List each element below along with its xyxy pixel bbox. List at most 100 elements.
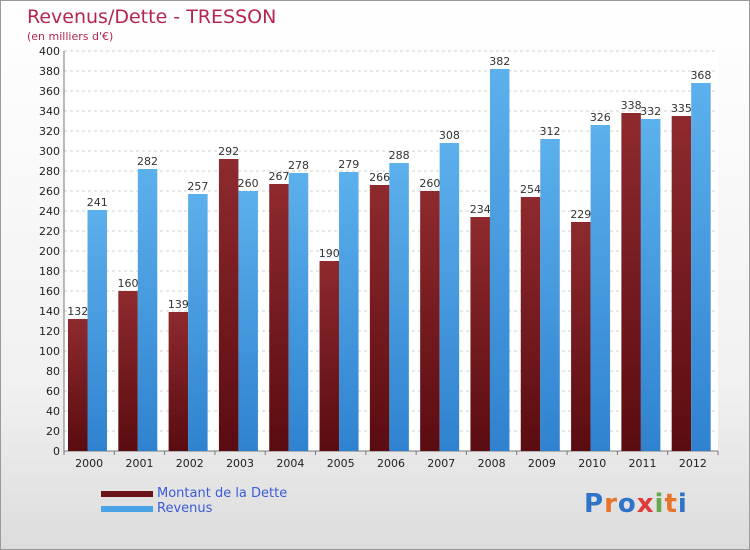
bar-dette: [369, 185, 390, 451]
x-axis-ticks: 2000 2001 2002 2003 2004 2005 2006 2007 2008 2009…: [63, 451, 719, 470]
x-tick-label: 2005: [327, 457, 355, 470]
bar-dette: [68, 319, 88, 451]
y-tick-label: 300: [39, 145, 60, 158]
bar-revenus: [439, 143, 460, 451]
value-label: 160: [118, 277, 139, 290]
value-label: 257: [187, 180, 208, 193]
bar-revenus: [640, 119, 661, 451]
x-tick-label: 2004: [276, 457, 304, 470]
bar-dette: [470, 217, 490, 451]
legend-item-debt: Montant de la Dette: [101, 486, 287, 501]
bar-dette: [269, 184, 289, 451]
value-label: 288: [389, 149, 410, 162]
value-label: 338: [621, 99, 642, 112]
bar-dette: [621, 113, 641, 451]
y-tick-label: 40: [46, 405, 60, 418]
y-tick-label: 240: [39, 205, 60, 218]
bar-dette: [520, 197, 541, 451]
y-tick-label: 100: [39, 345, 60, 358]
bar-revenus: [489, 69, 510, 451]
value-label: 139: [168, 298, 189, 311]
value-label: 279: [338, 158, 359, 171]
value-label: 254: [520, 183, 541, 196]
y-tick-label: 0: [53, 445, 60, 458]
logo-letter: t: [664, 489, 678, 519]
y-tick-label: 340: [39, 105, 60, 118]
bar-dette: [319, 261, 340, 451]
value-label: 241: [87, 196, 108, 209]
y-tick-label: 180: [39, 265, 60, 278]
logo-letter: i: [654, 489, 665, 519]
x-tick-label: 2008: [478, 457, 506, 470]
value-label: 132: [67, 305, 88, 318]
y-tick-label: 280: [39, 165, 60, 178]
bar-dette: [218, 159, 239, 451]
legend-swatch-revenus: [101, 505, 153, 512]
bar-revenus: [389, 163, 409, 451]
value-label: 266: [369, 171, 390, 184]
y-tick-label: 20: [46, 425, 60, 438]
proxiti-logo: Proxiti: [584, 489, 688, 519]
value-label: 332: [640, 105, 661, 118]
value-label: 260: [238, 177, 259, 190]
value-label: 190: [319, 247, 340, 260]
value-label: 282: [137, 155, 158, 168]
legend-item-revenus: Revenus: [101, 501, 287, 516]
value-label: 335: [671, 102, 692, 115]
y-axis-ticks: 0 20 40 60 80 100 120 140 160 180 200 220 240 260 280 3…: [39, 45, 60, 458]
logo-letter: o: [617, 489, 637, 519]
legend: Montant de la Dette Revenus: [101, 486, 287, 516]
value-label: 292: [218, 145, 239, 158]
logo-letter: r: [604, 489, 618, 519]
bar-dette: [168, 312, 189, 451]
x-tick-label: 2000: [75, 457, 103, 470]
bar-revenus: [188, 194, 208, 451]
bars: [68, 69, 711, 451]
value-label: 326: [590, 111, 611, 124]
y-tick-label: 260: [39, 185, 60, 198]
chart-subtitle: (en milliers d'€): [27, 30, 114, 43]
x-tick-label: 2010: [578, 457, 606, 470]
bar-revenus: [339, 172, 359, 451]
x-tick-label: 2007: [427, 457, 455, 470]
y-tick-label: 380: [39, 65, 60, 78]
bar-revenus: [87, 210, 107, 451]
y-tick-label: 80: [46, 365, 60, 378]
y-tick-label: 220: [39, 225, 60, 238]
bar-revenus: [691, 83, 711, 451]
x-tick-label: 2011: [629, 457, 657, 470]
x-tick-label: 2009: [528, 457, 556, 470]
legend-swatch-debt: [101, 490, 153, 497]
bar-dette: [571, 222, 591, 451]
value-label: 267: [268, 170, 289, 183]
value-label: 260: [419, 177, 440, 190]
bar-revenus: [238, 191, 258, 451]
x-tick-label: 2002: [176, 457, 204, 470]
bar-dette: [420, 191, 440, 451]
value-label: 278: [288, 159, 309, 172]
x-tick-label: 2012: [679, 457, 707, 470]
y-tick-label: 120: [39, 325, 60, 338]
value-label: 308: [439, 129, 460, 142]
legend-label-revenus: Revenus: [157, 501, 213, 516]
bar-dette: [118, 291, 138, 451]
value-label: 234: [470, 203, 491, 216]
y-tick-label: 400: [39, 45, 60, 58]
value-label: 312: [540, 125, 561, 138]
bar-revenus: [540, 139, 560, 451]
bar-revenus: [137, 169, 158, 451]
x-tick-label: 2003: [226, 457, 254, 470]
logo-letter: i: [677, 489, 688, 519]
y-tick-label: 60: [46, 385, 60, 398]
logo-letter: x: [636, 489, 655, 519]
value-label: 368: [690, 69, 711, 82]
value-label: 382: [489, 55, 510, 68]
legend-label-debt: Montant de la Dette: [157, 486, 288, 501]
y-tick-label: 140: [39, 305, 60, 318]
y-tick-label: 200: [39, 245, 60, 258]
chart-title: Revenus/Dette - TRESSON: [27, 6, 277, 28]
bar-revenus: [288, 173, 309, 451]
